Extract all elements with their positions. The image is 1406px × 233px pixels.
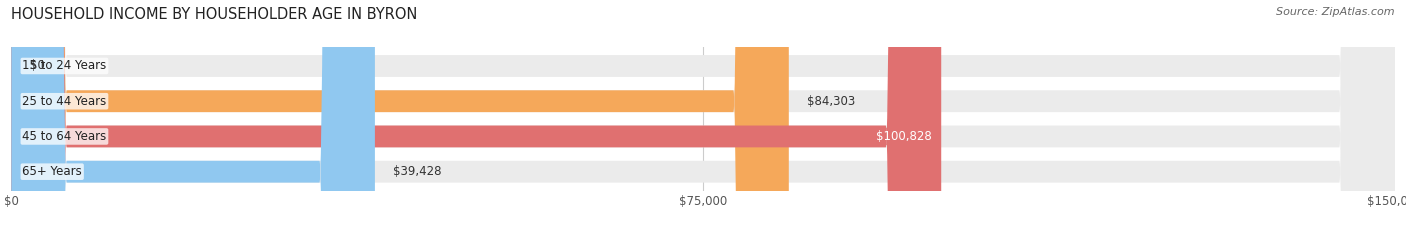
FancyBboxPatch shape — [11, 0, 1395, 233]
Text: 25 to 44 Years: 25 to 44 Years — [22, 95, 107, 108]
Text: 45 to 64 Years: 45 to 64 Years — [22, 130, 107, 143]
Text: HOUSEHOLD INCOME BY HOUSEHOLDER AGE IN BYRON: HOUSEHOLD INCOME BY HOUSEHOLDER AGE IN B… — [11, 7, 418, 22]
FancyBboxPatch shape — [11, 0, 1395, 233]
FancyBboxPatch shape — [11, 0, 375, 233]
FancyBboxPatch shape — [11, 0, 1395, 233]
Text: Source: ZipAtlas.com: Source: ZipAtlas.com — [1277, 7, 1395, 17]
Text: $39,428: $39,428 — [394, 165, 441, 178]
FancyBboxPatch shape — [11, 0, 789, 233]
Text: $100,828: $100,828 — [876, 130, 932, 143]
Text: $0: $0 — [30, 59, 45, 72]
FancyBboxPatch shape — [11, 0, 941, 233]
FancyBboxPatch shape — [11, 0, 1395, 233]
Text: 15 to 24 Years: 15 to 24 Years — [22, 59, 107, 72]
Text: 65+ Years: 65+ Years — [22, 165, 82, 178]
Text: $84,303: $84,303 — [807, 95, 855, 108]
